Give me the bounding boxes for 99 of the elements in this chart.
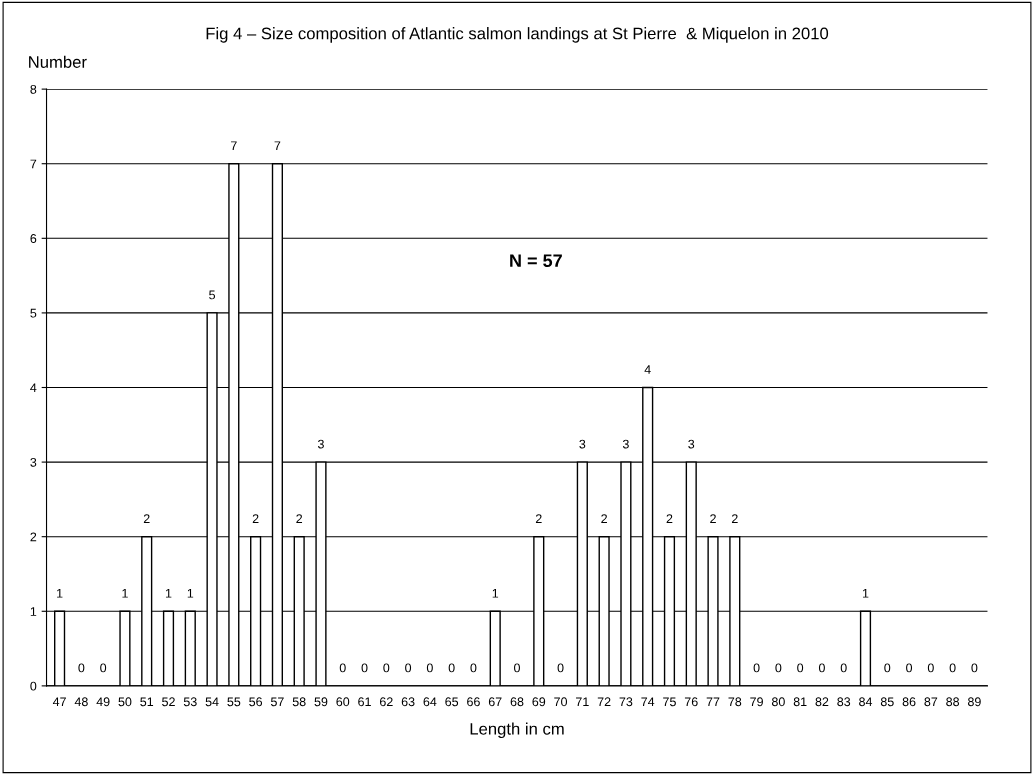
x-tick-label: 79 — [750, 697, 763, 707]
data-label: 2 — [666, 514, 673, 523]
x-tick-label: 82 — [815, 697, 829, 707]
data-label: 0 — [818, 663, 825, 673]
data-label: 2 — [731, 514, 738, 523]
x-tick-label: 66 — [467, 697, 480, 707]
data-label: 1 — [57, 588, 63, 598]
x-tick-label: 75 — [663, 697, 676, 707]
data-label: 1 — [187, 588, 194, 598]
annotation: N = 57 — [510, 254, 562, 268]
x-tick-label: 49 — [96, 697, 110, 707]
data-label: 1 — [122, 588, 128, 598]
y-tick-label: 6 — [30, 234, 37, 243]
data-label: 0 — [753, 663, 760, 673]
x-tick-label: 85 — [880, 697, 894, 707]
data-label: 3 — [622, 439, 629, 449]
data-label: 0 — [78, 663, 85, 673]
data-label: 0 — [906, 663, 913, 673]
data-label: 7 — [274, 141, 281, 151]
data-label: 2 — [296, 514, 303, 523]
y-tick-label: 7 — [30, 159, 37, 169]
chart-title: Fig 4 – Size composition of Atlantic salmon landings at St Pierre & Miquelon in 2010 — [206, 27, 829, 43]
data-label: 1 — [492, 588, 499, 598]
x-tick-label: 53 — [183, 697, 197, 707]
data-label: 3 — [317, 439, 324, 449]
y-tick-label: 4 — [30, 383, 37, 393]
y-tick-label: 0 — [30, 681, 37, 691]
x-tick-label: 63 — [401, 697, 415, 707]
x-tick-label: 74 — [641, 697, 655, 707]
x-tick-label: 47 — [52, 697, 66, 707]
data-label: 0 — [775, 663, 782, 673]
data-label: 0 — [514, 663, 520, 673]
data-label: 1 — [165, 588, 172, 598]
data-label: 0 — [797, 663, 804, 673]
y-axis-title: Number — [29, 55, 87, 68]
data-label: 1 — [862, 588, 869, 598]
data-label: 0 — [383, 663, 390, 673]
x-tick-label: 71 — [576, 697, 589, 707]
data-label: 5 — [209, 290, 216, 300]
x-tick-label: 62 — [380, 697, 393, 707]
x-tick-label: 64 — [423, 697, 437, 707]
data-label: 2 — [252, 514, 259, 523]
x-tick-label: 83 — [837, 697, 851, 707]
data-label: 0 — [557, 663, 564, 673]
data-label: 4 — [644, 365, 651, 374]
data-label: 7 — [231, 141, 237, 151]
x-tick-label: 86 — [902, 697, 916, 707]
data-label: 0 — [448, 663, 455, 673]
data-label: 0 — [884, 663, 891, 673]
x-tick-label: 67 — [488, 697, 502, 707]
data-label: 0 — [971, 663, 978, 673]
data-label: 3 — [688, 439, 695, 449]
x-tick-label: 77 — [706, 697, 720, 707]
x-tick-label: 81 — [793, 697, 807, 707]
y-tick-label: 8 — [30, 84, 37, 94]
data-label: 0 — [840, 663, 847, 673]
data-label: 2 — [535, 514, 542, 523]
x-tick-label: 52 — [162, 697, 175, 707]
data-label: 0 — [426, 663, 433, 673]
x-tick-label: 69 — [532, 697, 546, 707]
data-label: 0 — [405, 663, 412, 673]
data-label: 0 — [927, 663, 934, 673]
x-tick-label: 73 — [619, 697, 633, 707]
x-tick-label: 76 — [684, 697, 698, 707]
x-tick-label: 70 — [554, 697, 568, 707]
data-label: 2 — [710, 514, 716, 523]
x-tick-label: 50 — [118, 697, 132, 707]
x-tick-label: 54 — [205, 697, 219, 707]
x-axis-title: Length in cm — [470, 722, 564, 739]
x-tick-label: 78 — [728, 697, 742, 707]
x-tick-label: 55 — [227, 697, 241, 707]
x-tick-label: 89 — [967, 697, 981, 707]
x-tick-label: 58 — [292, 697, 306, 707]
x-tick-label: 68 — [510, 697, 524, 707]
x-tick-label: 65 — [445, 697, 459, 707]
x-tick-label: 57 — [270, 697, 284, 707]
data-label: 0 — [949, 663, 956, 673]
data-label: 0 — [361, 663, 368, 673]
x-tick-label: 80 — [771, 697, 785, 707]
x-tick-label: 51 — [140, 697, 154, 707]
data-label: 2 — [601, 514, 607, 523]
y-tick-label: 2 — [30, 532, 37, 542]
y-tick-label: 5 — [30, 308, 37, 318]
x-tick-label: 59 — [314, 697, 328, 707]
data-label: 0 — [100, 663, 107, 673]
x-tick-label: 87 — [924, 697, 938, 707]
data-label: 0 — [470, 663, 477, 673]
x-tick-label: 72 — [597, 697, 611, 707]
x-tick-label: 84 — [859, 697, 873, 707]
data-label: 0 — [339, 663, 346, 673]
x-tick-label: 88 — [946, 697, 960, 707]
x-tick-label: 56 — [249, 697, 263, 707]
x-tick-label: 61 — [358, 697, 371, 707]
y-tick-label: 1 — [30, 607, 37, 616]
x-tick-label: 48 — [74, 697, 88, 707]
x-tick-label: 60 — [336, 697, 350, 707]
data-label: 2 — [143, 514, 150, 523]
y-tick-label: 3 — [30, 457, 37, 467]
data-label: 3 — [579, 439, 586, 449]
